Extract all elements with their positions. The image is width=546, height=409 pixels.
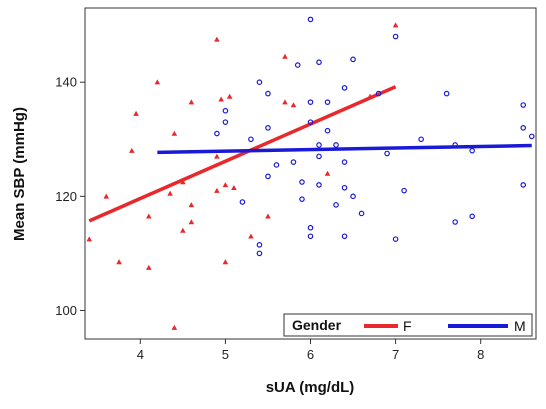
data-point-m — [341, 85, 348, 91]
data-point-f — [188, 202, 195, 208]
data-point-f — [180, 227, 186, 233]
data-point-m — [469, 147, 475, 154]
data-point-m — [299, 196, 305, 202]
data-point-m — [350, 193, 356, 200]
data-point-m — [294, 62, 301, 68]
data-point-m — [265, 173, 271, 180]
data-point-m — [341, 159, 348, 165]
data-point-m — [307, 99, 314, 105]
data-point-m — [392, 33, 399, 40]
data-point-m — [265, 125, 271, 131]
data-point-m — [239, 199, 246, 205]
legend-box — [283, 313, 533, 337]
data-point-f — [188, 219, 195, 225]
legend-title: Gender — [292, 317, 342, 333]
data-point-m — [316, 153, 322, 160]
x-tick-label: 7 — [392, 347, 399, 362]
data-point-m — [299, 179, 305, 185]
data-point-f — [129, 147, 135, 153]
data-point-m — [256, 250, 263, 257]
data-point-m — [273, 162, 280, 168]
data-point-m — [528, 133, 535, 140]
data-point-f — [116, 259, 122, 265]
fit-line-f — [88, 85, 397, 223]
y-tick-label: 100 — [55, 303, 77, 318]
data-point-m — [333, 202, 339, 208]
data-point-f — [214, 36, 220, 42]
data-point-f — [171, 324, 178, 330]
x-tick-label: 8 — [477, 347, 484, 362]
x-axis-title: sUA (mg/dL) — [266, 379, 355, 396]
data-point-m — [520, 125, 527, 131]
data-point-f — [103, 193, 110, 199]
data-point-f — [248, 233, 254, 239]
data-point-m — [452, 219, 458, 225]
data-point-m — [341, 184, 348, 191]
data-point-m — [256, 79, 263, 85]
data-point-m — [290, 159, 297, 165]
data-point-m — [350, 56, 356, 63]
data-point-f — [167, 190, 173, 196]
data-point-m — [375, 90, 382, 97]
data-point-f — [231, 184, 237, 191]
data-point-f — [226, 93, 233, 99]
data-point-f — [282, 53, 288, 59]
data-point-f — [324, 170, 331, 176]
data-point-f — [265, 213, 271, 219]
data-point-f — [214, 187, 220, 193]
fit-line-m — [157, 143, 532, 155]
data-point-f — [188, 99, 195, 105]
data-point-m — [316, 182, 322, 188]
data-point-f — [218, 96, 224, 102]
data-point-m — [316, 142, 322, 148]
data-point-f — [154, 79, 161, 85]
data-point-f — [222, 182, 229, 188]
legend-label-f: F — [403, 318, 412, 334]
data-point-m — [324, 99, 331, 105]
data-point-f — [86, 236, 93, 242]
data-point-m — [520, 102, 527, 108]
data-point-f — [146, 264, 152, 270]
y-tick-label: 140 — [55, 75, 77, 90]
data-point-m — [307, 16, 314, 23]
data-point-f — [146, 213, 152, 219]
data-point-f — [392, 22, 399, 28]
data-point-f — [282, 99, 288, 105]
data-point-m — [248, 136, 254, 143]
data-point-m — [307, 224, 314, 231]
x-tick-label: 6 — [307, 347, 314, 362]
data-point-m — [265, 90, 271, 97]
data-point-m — [401, 187, 407, 194]
data-point-m — [520, 182, 527, 188]
data-point-m — [256, 242, 263, 248]
data-point-m — [324, 127, 331, 134]
data-point-f — [133, 110, 139, 116]
data-point-m — [307, 233, 314, 240]
data-point-m — [316, 59, 322, 66]
data-point-m — [333, 142, 339, 148]
x-tick-label: 4 — [137, 347, 144, 362]
data-point-m — [392, 236, 399, 242]
data-point-m — [214, 130, 220, 137]
data-point-m — [418, 136, 424, 143]
data-point-f — [290, 102, 297, 108]
data-point-m — [341, 233, 348, 240]
data-point-m — [443, 90, 450, 97]
legend-label-m: M — [514, 318, 526, 334]
data-point-m — [358, 210, 365, 217]
data-point-f — [222, 259, 229, 265]
data-point-m — [384, 150, 390, 157]
data-point-m — [222, 119, 229, 125]
y-axis-title: Mean SBP (mmHg) — [11, 107, 28, 241]
data-point-m — [222, 107, 229, 114]
y-tick-label: 120 — [55, 189, 77, 204]
legend: Gender F M — [283, 313, 533, 337]
data-point-f — [214, 153, 220, 159]
data-point-m — [469, 213, 475, 220]
data-point-f — [171, 130, 178, 136]
data-point-m — [307, 119, 314, 125]
x-tick-label: 5 — [222, 347, 229, 362]
